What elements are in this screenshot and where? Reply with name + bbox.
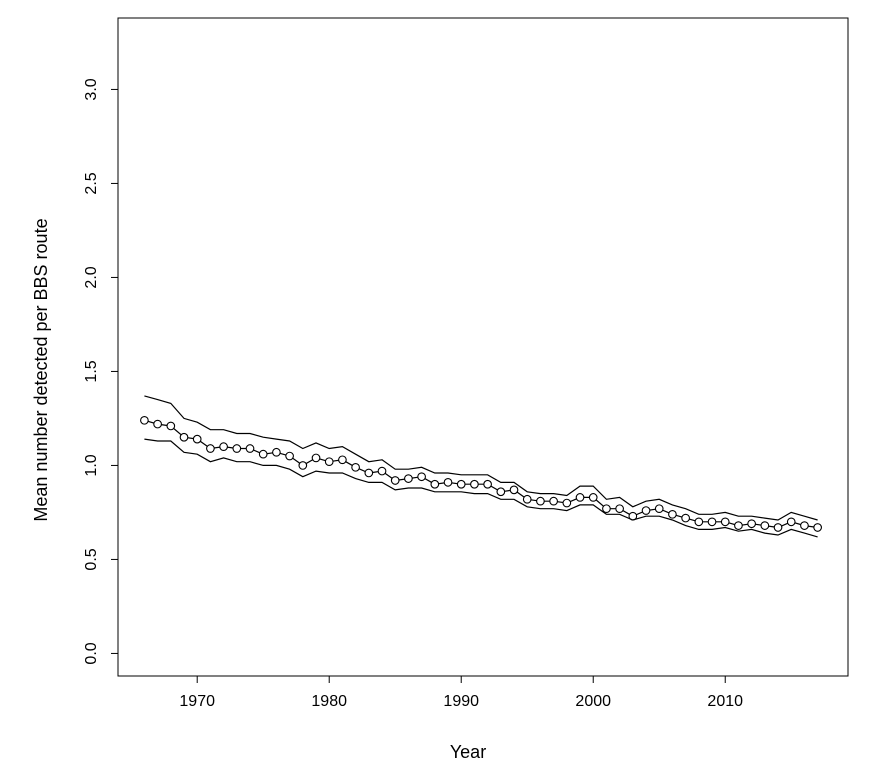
y-axis-title: Mean number detected per BBS route (31, 218, 51, 521)
x-tick-label: 1980 (311, 693, 347, 710)
data-point (773, 523, 783, 532)
y-tick-label: 0.0 (83, 642, 100, 664)
data-point (760, 521, 770, 530)
y-tick-label: 0.5 (83, 548, 100, 570)
data-point (417, 472, 426, 482)
series-line-lower (144, 438, 818, 538)
data-point (654, 504, 664, 514)
data-point (588, 493, 598, 502)
data-point (800, 521, 809, 530)
data-point (443, 478, 453, 487)
plot-frame (117, 17, 849, 677)
data-point (298, 461, 308, 470)
data-point (206, 444, 215, 453)
data-point (404, 474, 413, 483)
data-point (219, 442, 228, 451)
data-point (602, 504, 611, 514)
data-point (272, 447, 281, 457)
y-tick-label: 3.0 (83, 78, 100, 100)
data-point (324, 457, 334, 467)
data-point (509, 485, 519, 495)
series-group (140, 395, 822, 538)
y-tick-label: 2.0 (83, 266, 100, 288)
data-point (166, 421, 176, 431)
data-point (377, 466, 387, 476)
data-point (549, 496, 558, 506)
y-tick-label: 2.5 (83, 172, 100, 194)
data-point (641, 506, 651, 515)
y-tick-label: 1.5 (83, 360, 100, 382)
data-point (668, 509, 677, 519)
data-point (694, 517, 704, 527)
data-point (390, 476, 400, 485)
data-point (470, 479, 479, 489)
x-tick-label: 1990 (443, 693, 479, 710)
series-line-estimate (144, 419, 818, 529)
data-point (720, 517, 730, 527)
data-point (615, 504, 624, 514)
data-point (536, 496, 545, 506)
data-point (522, 494, 532, 504)
data-point (456, 479, 466, 489)
data-point (153, 419, 162, 429)
y-tick-label: 1.0 (83, 454, 100, 476)
x-tick-label: 2000 (575, 693, 611, 710)
series-line-upper (144, 395, 818, 521)
data-point (364, 468, 374, 478)
data-point (351, 462, 360, 472)
data-point (338, 455, 347, 465)
data-point (681, 513, 690, 523)
data-point (245, 444, 255, 453)
data-point (285, 451, 294, 461)
data-point (258, 449, 268, 459)
data-point (734, 521, 743, 530)
data-point (496, 487, 506, 497)
x-axis-title: Year (450, 742, 486, 762)
axes: 1970 1980 1990 2000 2010 0.0 0.5 1.0 1.5 2.0 2.5 3.… (83, 78, 743, 710)
data-point (707, 517, 717, 527)
data-point (562, 498, 572, 508)
data-point (575, 493, 585, 502)
data-point (311, 453, 321, 463)
data-point (179, 432, 189, 442)
data-point (192, 434, 202, 444)
data-point (813, 523, 822, 532)
data-point (786, 517, 796, 527)
x-tick-label: 1970 (179, 693, 215, 710)
data-point (747, 519, 756, 529)
x-tick-label: 2010 (707, 693, 743, 710)
data-point (483, 479, 492, 489)
data-point (140, 415, 149, 425)
data-point (232, 444, 242, 453)
data-point (430, 479, 440, 489)
